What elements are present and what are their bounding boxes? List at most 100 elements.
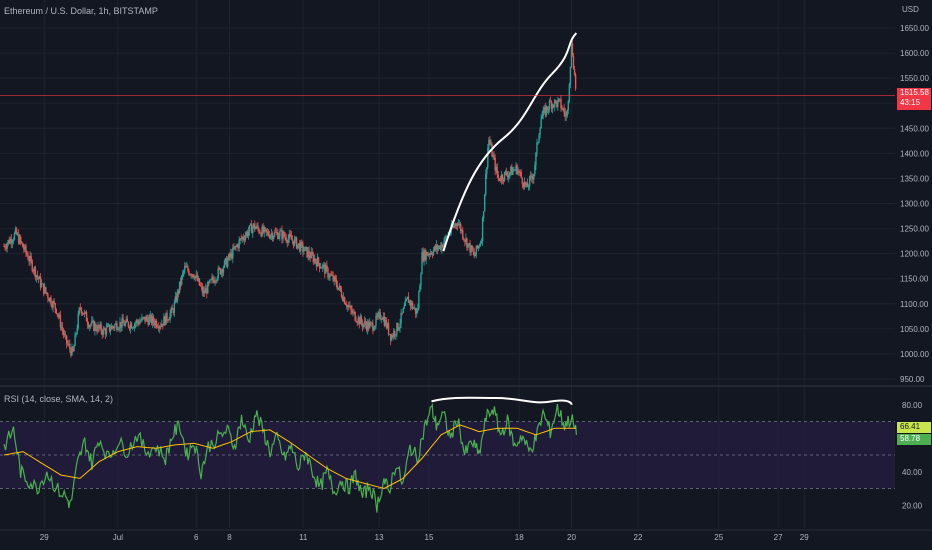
candle-body xyxy=(396,323,398,335)
candle-body xyxy=(292,240,295,246)
candle-body xyxy=(438,247,440,250)
candle-body xyxy=(373,329,375,331)
candle-body xyxy=(379,312,381,320)
candle-body xyxy=(161,323,163,327)
candle-body xyxy=(220,269,223,275)
candle-body xyxy=(294,237,297,239)
candle-body xyxy=(445,236,447,238)
candle-body xyxy=(567,100,569,111)
candle-body xyxy=(563,108,565,113)
candle-body xyxy=(106,325,109,328)
candle-body xyxy=(234,246,236,249)
candle-body xyxy=(406,296,409,300)
candle-body xyxy=(204,288,207,294)
candle-body xyxy=(526,182,529,188)
candle-body xyxy=(304,247,306,251)
candle-body xyxy=(372,323,374,331)
chart-title: Ethereum / U.S. Dollar, 1h, BITSTAMP xyxy=(4,6,158,16)
candle-body xyxy=(381,318,383,320)
candle-body xyxy=(541,115,543,119)
candle-body xyxy=(191,274,193,276)
candle-body xyxy=(370,322,372,324)
candle-body xyxy=(412,308,415,310)
rising-trend-curve xyxy=(442,32,578,252)
candle-body xyxy=(166,312,168,321)
price-tick-label: 1150.00 xyxy=(900,275,929,284)
candle-body xyxy=(266,231,269,233)
candle-body xyxy=(514,169,516,171)
current-price-value: 1515.58 xyxy=(900,88,929,97)
candle-body xyxy=(493,155,495,158)
candle-body xyxy=(173,302,176,313)
candle-body xyxy=(13,233,16,240)
candle-body xyxy=(360,316,363,323)
price-annotation-curve xyxy=(442,32,578,252)
candle-body xyxy=(189,274,191,276)
candle-body xyxy=(377,313,379,318)
candle-body xyxy=(150,315,153,324)
candle-body xyxy=(416,310,418,315)
candle-body xyxy=(27,255,29,260)
candle-body xyxy=(105,327,108,335)
time-axis[interactable]: 29 Jul 6 8 11 13 15 18 20 22 25 27 29 xyxy=(0,529,932,542)
grid-lines xyxy=(0,0,895,528)
candle-body xyxy=(552,104,555,107)
candle-body xyxy=(126,318,129,322)
price-axis[interactable]: USD 950.00 1000.00 1050.00 1100.00 1150.00 120… xyxy=(900,5,929,384)
candle-body xyxy=(468,243,470,244)
candle-body xyxy=(480,241,483,243)
candle-body xyxy=(551,104,554,109)
candle-body xyxy=(500,174,503,181)
candle-body xyxy=(285,237,287,242)
candle-body xyxy=(275,231,277,233)
candle-body xyxy=(194,276,196,279)
candle-body xyxy=(262,226,264,233)
candle-body xyxy=(103,328,106,330)
candle-body xyxy=(492,155,494,157)
candle-body xyxy=(477,245,480,249)
candle-body xyxy=(192,274,194,277)
candle-body xyxy=(98,325,100,328)
rsi-ma-value-badge: 58.78 xyxy=(897,434,931,445)
candle-body xyxy=(556,101,558,107)
candle-body xyxy=(277,232,279,239)
candle-body xyxy=(486,167,488,175)
candle-body xyxy=(442,244,444,248)
candle-body xyxy=(293,238,296,246)
candle-body xyxy=(96,329,98,332)
candle-body xyxy=(271,233,274,240)
candle-body xyxy=(226,259,229,267)
candle-body xyxy=(376,315,378,318)
candle-body xyxy=(196,274,199,281)
candle-body xyxy=(259,232,261,234)
candle-body xyxy=(186,266,188,268)
candle-body xyxy=(560,98,562,109)
candle-body xyxy=(555,100,557,102)
candle-body xyxy=(502,179,505,181)
candle-body xyxy=(34,267,37,278)
candle-body xyxy=(74,334,76,346)
price-tick-label: 1400.00 xyxy=(900,149,929,158)
candle-body xyxy=(284,236,286,238)
candle-body xyxy=(390,335,393,341)
candle-body xyxy=(149,315,151,318)
time-tick-label: 15 xyxy=(425,533,434,542)
candle-body xyxy=(464,240,466,242)
candle-body xyxy=(178,281,181,293)
candle-body xyxy=(171,307,173,310)
candle-body xyxy=(398,328,400,331)
candle-body xyxy=(476,245,479,249)
candle-body xyxy=(104,329,107,335)
candle-body xyxy=(313,258,316,263)
candle-body xyxy=(78,307,80,314)
candle-body xyxy=(574,74,577,89)
candle-body xyxy=(132,327,135,329)
candle-body xyxy=(254,223,256,230)
candle-body xyxy=(397,323,399,331)
candle-body xyxy=(95,324,97,330)
candle-body xyxy=(462,230,464,239)
rsi-line xyxy=(3,402,577,513)
candle-body xyxy=(45,286,47,293)
